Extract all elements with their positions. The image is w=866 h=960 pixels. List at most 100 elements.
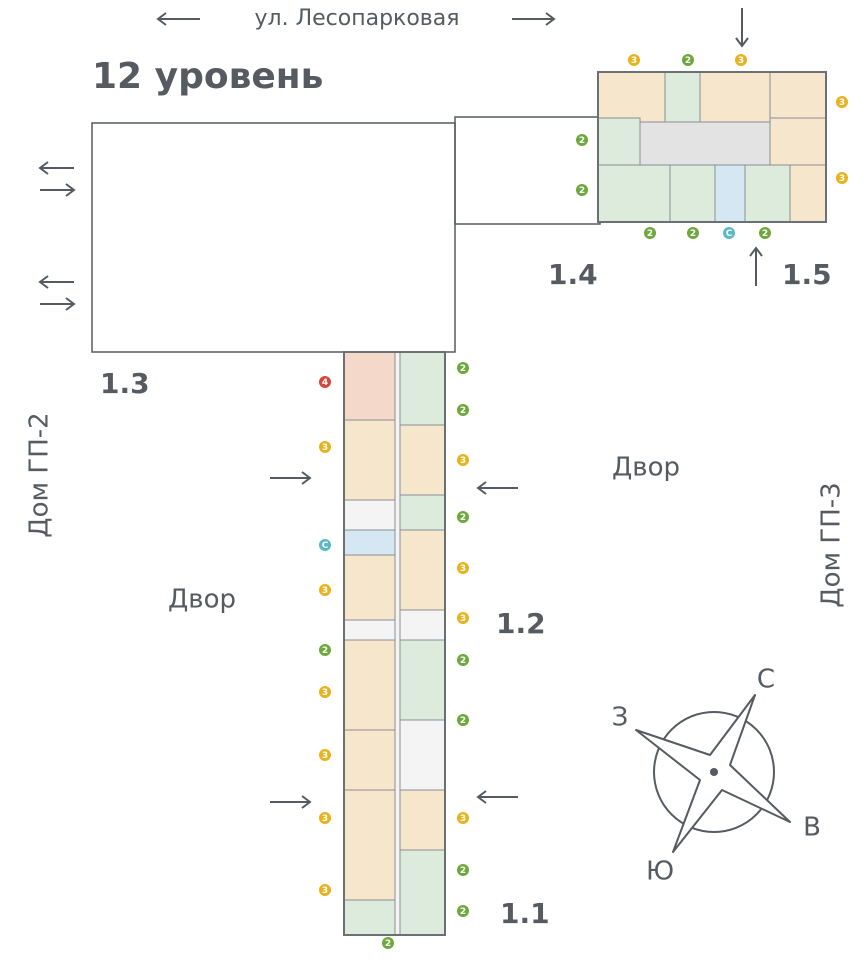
room xyxy=(399,529,446,611)
badge-circle xyxy=(457,714,469,726)
compass-label: С xyxy=(757,665,775,695)
room xyxy=(343,639,396,731)
badge-label: 2 xyxy=(690,229,696,239)
badge-label: 3 xyxy=(322,751,328,761)
room xyxy=(343,419,396,501)
badge-label: 2 xyxy=(579,186,585,196)
badge-label: 2 xyxy=(460,716,466,726)
section-label: 1.2 xyxy=(496,607,546,640)
badge-label: 2 xyxy=(460,364,466,374)
badge-label: С xyxy=(322,541,329,551)
badge-label: 3 xyxy=(322,886,328,896)
room xyxy=(597,117,641,171)
compass-label: З xyxy=(612,703,629,733)
badge-circle xyxy=(576,134,588,146)
street: ул. Лесопарковая xyxy=(255,6,460,31)
badge-circle xyxy=(319,884,331,896)
badge-label: 2 xyxy=(460,513,466,523)
badge-label: 3 xyxy=(460,814,466,824)
room xyxy=(639,121,771,166)
house-label: Дом ГП-2 xyxy=(25,412,55,537)
badge-circle xyxy=(457,654,469,666)
room xyxy=(399,609,446,641)
badge-label: 3 xyxy=(738,56,744,66)
room xyxy=(343,789,396,901)
badge-label: 3 xyxy=(460,614,466,624)
badge-label: 2 xyxy=(460,907,466,917)
level-title: 12 уровень xyxy=(92,56,323,97)
badge-label: С xyxy=(726,229,733,239)
badge-label: 2 xyxy=(385,939,391,949)
badge-label: 3 xyxy=(839,98,845,108)
badge-circle xyxy=(457,362,469,374)
badge-circle xyxy=(319,812,331,824)
badge-circle xyxy=(759,227,771,239)
badge-circle xyxy=(644,227,656,239)
badge-label: 2 xyxy=(460,656,466,666)
room xyxy=(399,424,446,496)
badge-circle xyxy=(319,376,331,388)
badge-circle xyxy=(735,54,747,66)
badge-circle xyxy=(628,54,640,66)
room xyxy=(597,71,666,123)
badge-circle xyxy=(457,864,469,876)
yard-label: Двор xyxy=(168,585,236,615)
section-label: 1.4 xyxy=(548,258,598,291)
house-label: Дом ГП-3 xyxy=(817,482,847,607)
room xyxy=(343,351,396,421)
badge-circle xyxy=(319,584,331,596)
badge-label: 2 xyxy=(322,646,328,656)
badge-label: 3 xyxy=(460,564,466,574)
room xyxy=(343,554,396,621)
room xyxy=(714,164,746,223)
badge-label: 2 xyxy=(460,406,466,416)
badge-label: 3 xyxy=(322,814,328,824)
room xyxy=(399,849,446,936)
room xyxy=(343,899,396,936)
compass-label: В xyxy=(803,813,821,843)
rooms xyxy=(343,71,827,936)
badge-circle xyxy=(723,227,735,239)
badge-circle xyxy=(457,612,469,624)
room xyxy=(399,494,446,531)
badge-label: 2 xyxy=(460,866,466,876)
badge-label: 2 xyxy=(762,229,768,239)
room xyxy=(343,529,396,556)
room xyxy=(769,71,827,123)
badges: 3 2 3 3 3 2 2 2 2 С 2 4 3 С 3 2 3 3 3 3 2 2 3 2 3 3 2 2 3 2 2 2 xyxy=(319,54,848,949)
room xyxy=(343,499,396,531)
badge-label: 3 xyxy=(322,586,328,596)
badge-circle xyxy=(836,172,848,184)
room xyxy=(664,71,701,123)
section-label: 1.3 xyxy=(100,367,150,400)
badge-label: 3 xyxy=(322,688,328,698)
room xyxy=(744,164,791,223)
room xyxy=(399,639,446,721)
badge-circle xyxy=(457,404,469,416)
compass xyxy=(635,694,791,853)
badge-circle xyxy=(382,937,394,949)
badge-label: 3 xyxy=(839,174,845,184)
badge-label: 2 xyxy=(685,56,691,66)
room xyxy=(789,164,827,223)
room xyxy=(399,351,446,426)
room xyxy=(699,71,771,123)
badge-label: 2 xyxy=(647,229,653,239)
badge-label: 3 xyxy=(631,56,637,66)
room xyxy=(394,351,401,936)
badge-label: 4 xyxy=(322,378,328,388)
badge-label: 2 xyxy=(579,136,585,146)
arrows xyxy=(38,8,763,809)
room xyxy=(343,729,396,791)
badge-circle xyxy=(457,812,469,824)
badge-label: 3 xyxy=(460,456,466,466)
room xyxy=(769,117,827,171)
room xyxy=(343,619,396,641)
room xyxy=(399,789,446,851)
building-outline xyxy=(597,71,827,223)
badge-circle xyxy=(457,905,469,917)
room xyxy=(597,164,671,223)
badge-circle xyxy=(687,227,699,239)
badge-label: 3 xyxy=(322,443,328,453)
